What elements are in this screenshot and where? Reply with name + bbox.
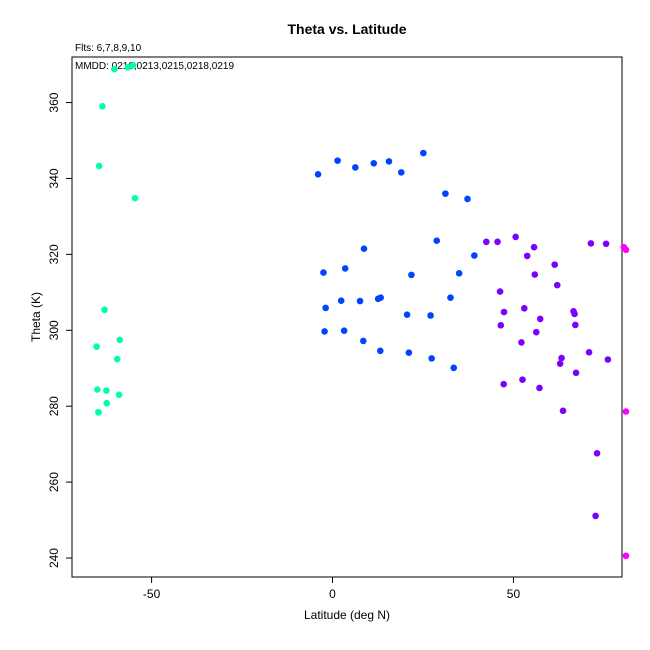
data-point	[553, 281, 561, 289]
data-point	[531, 271, 539, 278]
y-tick-label: 280	[47, 396, 61, 416]
data-point	[340, 327, 348, 334]
data-point	[113, 355, 121, 363]
data-point	[94, 386, 101, 393]
x-axis: -50 0 50	[143, 576, 521, 601]
data-point	[334, 157, 341, 164]
data-point	[95, 162, 103, 170]
data-points	[93, 62, 630, 560]
data-point	[420, 149, 427, 157]
data-point	[405, 349, 413, 356]
y-tick-label: 320	[47, 244, 61, 264]
chart-annotation: MMDD: 0210,0213,0215,0218,0219	[75, 61, 234, 72]
data-point	[101, 306, 108, 314]
data-point	[497, 322, 505, 329]
data-point	[433, 237, 441, 245]
data-point	[99, 103, 106, 110]
x-tick-label: 0	[329, 587, 336, 601]
data-point	[360, 245, 368, 252]
data-point	[377, 294, 384, 301]
y-tick-label: 360	[47, 92, 61, 112]
data-point	[571, 310, 578, 318]
data-point	[359, 337, 367, 345]
data-point	[428, 355, 435, 362]
data-point	[519, 376, 526, 383]
data-point	[397, 169, 405, 176]
x-tick-label: -50	[143, 587, 161, 601]
data-point	[556, 360, 564, 367]
data-point	[592, 512, 599, 520]
data-point	[103, 387, 110, 394]
data-point	[587, 240, 595, 247]
data-point	[536, 384, 543, 392]
data-point	[320, 269, 327, 276]
data-point	[551, 261, 558, 268]
data-point	[471, 252, 478, 259]
data-point	[496, 288, 504, 295]
data-point	[93, 343, 100, 350]
y-tick-label: 340	[47, 168, 61, 188]
data-point	[103, 399, 111, 407]
data-point	[536, 315, 544, 323]
chart-title: Theta vs. Latitude	[287, 21, 406, 37]
data-point	[322, 304, 329, 312]
data-point	[622, 246, 630, 254]
data-point	[385, 158, 393, 165]
data-point	[352, 164, 359, 171]
data-point	[585, 348, 593, 356]
data-point	[376, 347, 384, 355]
x-tick-label: 50	[507, 587, 521, 601]
data-point	[341, 265, 349, 272]
chart-subtitle: Flts: 6,7,8,9,10	[75, 43, 142, 54]
data-point	[450, 364, 458, 372]
data-point	[530, 243, 538, 251]
x-axis-label: Latitude (deg N)	[304, 608, 390, 622]
data-point	[129, 62, 137, 69]
data-point	[604, 356, 612, 363]
data-point	[602, 240, 610, 248]
data-point	[494, 238, 501, 246]
y-axis-label: Theta (K)	[29, 292, 43, 342]
data-point	[427, 312, 434, 319]
y-tick-label: 240	[47, 548, 61, 568]
data-point	[95, 408, 102, 416]
data-point	[337, 297, 345, 304]
data-point	[532, 328, 540, 336]
data-point	[500, 380, 507, 388]
data-point	[572, 369, 580, 377]
data-point	[512, 233, 519, 241]
data-point	[314, 170, 322, 178]
data-point	[370, 159, 378, 167]
data-point	[483, 238, 490, 246]
data-point	[403, 311, 411, 319]
data-point	[124, 63, 132, 71]
data-point	[593, 449, 601, 457]
data-point	[521, 304, 528, 312]
data-point	[408, 271, 415, 279]
data-point	[622, 408, 630, 415]
data-point	[523, 252, 531, 260]
y-tick-label: 300	[47, 320, 61, 340]
data-point	[455, 270, 463, 277]
data-point	[115, 391, 123, 399]
data-point	[442, 190, 449, 197]
data-point	[321, 328, 328, 335]
data-point	[447, 294, 454, 301]
data-point	[622, 552, 630, 560]
data-point	[558, 354, 565, 362]
data-point	[518, 339, 525, 346]
data-point	[111, 65, 118, 73]
data-point	[356, 297, 364, 305]
data-point	[131, 194, 139, 202]
y-tick-label: 260	[47, 472, 61, 492]
data-point	[116, 336, 124, 344]
data-point	[500, 308, 508, 316]
data-point	[572, 321, 579, 329]
y-axis: 240 260 280 300 320 340 360	[47, 92, 73, 568]
data-point	[464, 195, 471, 203]
data-point	[559, 407, 567, 415]
